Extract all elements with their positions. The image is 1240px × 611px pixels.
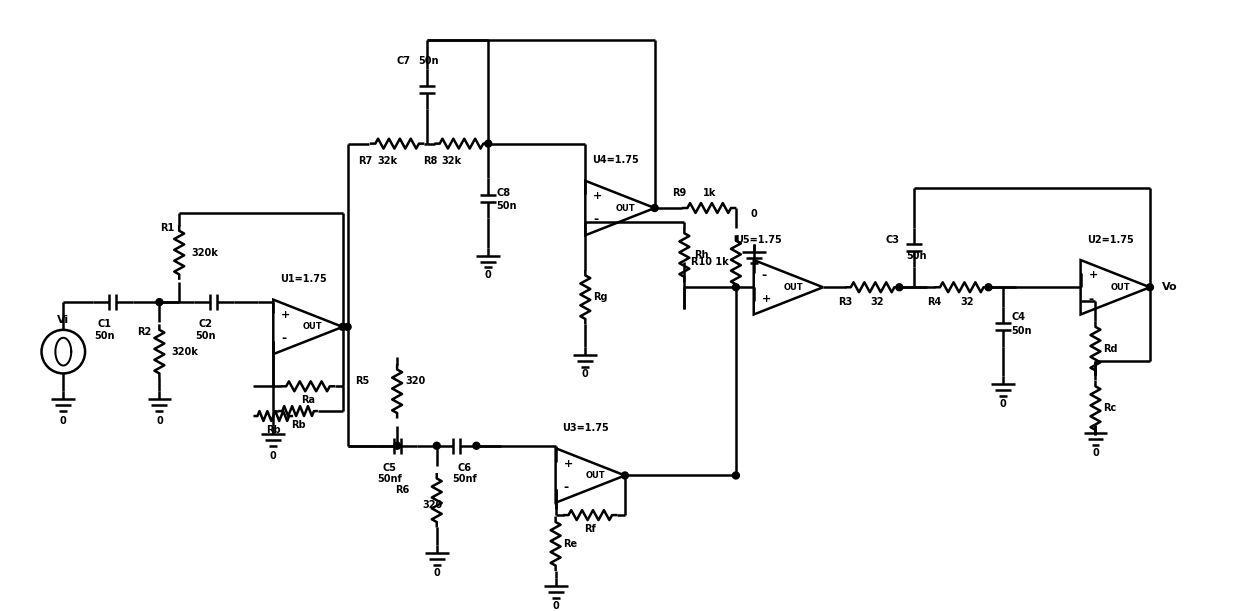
Text: C6: C6 [458,463,471,472]
Text: 0: 0 [582,370,589,379]
Text: +: + [281,310,290,320]
Circle shape [345,323,351,331]
Text: 0: 0 [999,399,1007,409]
Text: 50n: 50n [196,331,216,341]
Text: Ra: Ra [301,395,315,405]
Text: 0: 0 [485,271,491,280]
Text: R7: R7 [358,156,372,166]
Text: 32: 32 [960,297,973,307]
Text: Vi: Vi [57,315,69,325]
Text: R9: R9 [672,188,687,198]
Text: U1=1.75: U1=1.75 [280,274,326,284]
Text: C2: C2 [198,319,213,329]
Text: U5=1.75: U5=1.75 [735,235,782,245]
Text: U2=1.75: U2=1.75 [1087,235,1133,245]
Text: 0: 0 [1092,448,1099,458]
Text: 32k: 32k [441,156,461,166]
Circle shape [733,284,739,291]
Circle shape [156,299,162,306]
Text: R6: R6 [396,485,409,496]
Circle shape [985,284,992,291]
Text: OUT: OUT [303,323,322,331]
Text: R3: R3 [838,297,852,307]
Text: 50n: 50n [94,331,115,341]
Text: 32k: 32k [377,156,397,166]
Text: +: + [1089,271,1097,280]
Circle shape [621,472,629,479]
Text: OUT: OUT [615,203,635,213]
Text: U3=1.75: U3=1.75 [562,423,609,433]
Text: Rh: Rh [694,250,709,260]
Text: 50n: 50n [1012,326,1032,336]
Text: -: - [281,332,286,345]
Text: Vo: Vo [1162,282,1178,292]
Circle shape [393,442,401,449]
Circle shape [651,205,658,211]
Text: R8: R8 [423,156,436,166]
Text: -: - [1089,293,1094,306]
Text: C8: C8 [496,188,511,198]
Text: -: - [761,269,766,282]
Text: OUT: OUT [585,471,605,480]
Text: Rc: Rc [1104,403,1117,413]
Circle shape [472,442,480,449]
Text: C7: C7 [396,56,410,67]
Text: 0: 0 [60,416,67,426]
Text: R1: R1 [160,223,175,233]
Text: 0: 0 [552,601,559,611]
Text: C3: C3 [885,235,899,245]
Circle shape [485,140,492,147]
Text: OUT: OUT [1110,283,1130,292]
Text: Re: Re [563,539,578,549]
Text: Rb: Rb [267,425,280,435]
Text: U4=1.75: U4=1.75 [591,155,639,166]
Text: 50n: 50n [419,56,439,67]
Text: 320: 320 [422,500,443,510]
Text: 50n: 50n [906,251,926,260]
Text: +: + [563,459,573,469]
Text: 320k: 320k [171,346,198,357]
Circle shape [340,323,346,331]
Text: C1: C1 [98,319,112,329]
Text: 1k: 1k [703,188,715,198]
Text: 320k: 320k [191,247,218,258]
Text: 50n: 50n [496,201,517,211]
Text: +: + [761,294,771,304]
Text: -: - [563,481,569,494]
Text: Rb: Rb [290,420,305,430]
Text: 0: 0 [750,209,758,219]
Text: Rf: Rf [584,524,596,534]
Circle shape [433,442,440,449]
Text: Rg: Rg [593,292,608,302]
Text: 50nf: 50nf [453,474,477,485]
Text: 0: 0 [433,568,440,577]
Text: R10 1k: R10 1k [692,257,729,268]
Text: 0: 0 [156,416,162,426]
Text: R2: R2 [138,327,151,337]
Text: -: - [593,213,599,227]
Text: 50nf: 50nf [377,474,402,485]
Circle shape [895,284,903,291]
Text: R4: R4 [926,297,941,307]
Circle shape [733,472,739,479]
Text: 32: 32 [870,297,884,307]
Text: 320: 320 [405,376,425,386]
Text: 0: 0 [270,451,277,461]
Circle shape [1147,284,1153,291]
Text: OUT: OUT [784,283,804,292]
Text: +: + [593,191,603,201]
Text: C4: C4 [1012,312,1025,322]
Text: Rd: Rd [1104,343,1118,354]
Text: C5: C5 [382,463,397,472]
Text: R5: R5 [356,376,370,386]
